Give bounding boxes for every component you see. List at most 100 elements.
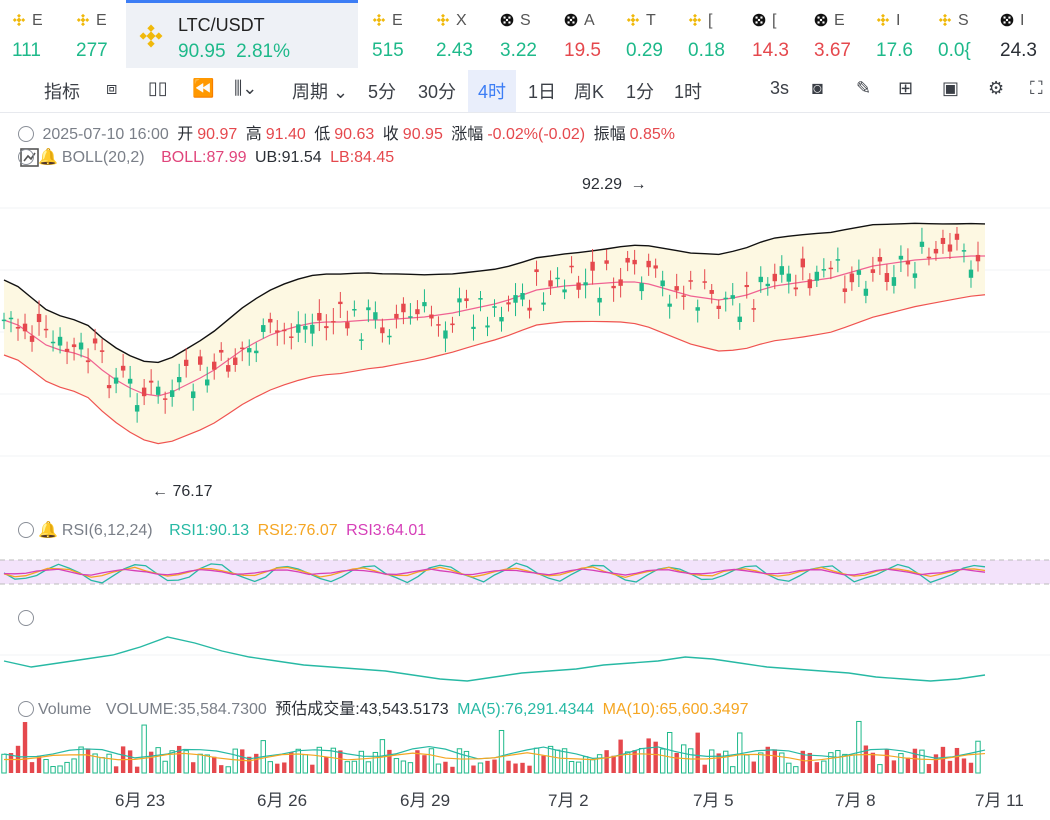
ticker-7[interactable]: T 0.29 — [614, 0, 674, 68]
interval-tab-6[interactable]: 1时 — [674, 82, 703, 102]
ticker-price: 0.0{ — [938, 40, 971, 61]
close-label: 收 — [382, 126, 399, 143]
close-value: 90.95 — [402, 126, 443, 143]
x-axis-label: 6月 29 — [400, 791, 451, 810]
ticker-1[interactable]: E 277 — [64, 0, 124, 68]
settings-gear-icon[interactable]: ⚙ — [988, 78, 1005, 98]
volume-value: VOLUME:35,584.7300 — [105, 701, 267, 718]
rsi-chart[interactable] — [0, 540, 1050, 600]
rewind-icon[interactable]: ⏪ — [192, 78, 215, 98]
open-label: 开 — [177, 126, 194, 143]
rsi2-value: RSI2:76.07 — [257, 522, 338, 539]
ticker-5[interactable]: S 3.22 — [488, 0, 550, 68]
ticker-price: 515 — [372, 40, 404, 61]
pixel-coin-icon — [500, 13, 514, 27]
indicators-button[interactable]: 指标 — [44, 82, 80, 102]
volume-name: Volume — [38, 701, 92, 718]
ticker-price: 0.18 — [688, 40, 725, 61]
oscillator-chart[interactable] — [0, 625, 1050, 690]
ticker-price: 24.3 — [1000, 40, 1037, 61]
bell-icon[interactable]: 🔔 — [38, 522, 58, 539]
ticker-10[interactable]: E 3.67 — [802, 0, 862, 68]
interval-tab-0[interactable]: 5分 — [368, 82, 397, 102]
period-dropdown[interactable]: 周期 ⌄ — [292, 82, 349, 102]
ticker-symbol: I — [1000, 12, 1024, 30]
low-annotation: ← 76.17 — [152, 483, 213, 500]
camera-icon[interactable]: ◙ — [812, 78, 823, 98]
ticker-price: 17.6 — [876, 40, 913, 61]
collapse-toggle-icon[interactable] — [18, 149, 34, 165]
low-value: 90.63 — [334, 126, 375, 143]
ticker-6[interactable]: A 19.5 — [552, 0, 612, 68]
rsi1-value: RSI1:90.13 — [169, 522, 250, 539]
x-axis-label: 6月 26 — [257, 791, 308, 810]
interval-tab-2[interactable]: 4时 — [468, 70, 517, 112]
ticker-2[interactable]: LTC/USDT 90.95 2.81% — [126, 0, 358, 68]
ticker-price: 90.95 2.81% — [178, 41, 290, 62]
candlestick-chart[interactable] — [0, 170, 1050, 510]
ticker-4[interactable]: X 2.43 — [424, 0, 486, 68]
interval-tab-4[interactable]: 周K — [574, 82, 605, 102]
bnb-icon — [626, 13, 640, 27]
collapse-toggle-icon[interactable] — [18, 126, 34, 142]
ticker-symbol: I — [876, 12, 900, 30]
interval-tab-5[interactable]: 1分 — [626, 82, 655, 102]
screenshot-icon[interactable]: ▣ — [942, 78, 960, 98]
ticker-symbol: E — [372, 12, 403, 30]
ticker-11[interactable]: I 17.6 — [864, 0, 924, 68]
ticker-12[interactable]: S 0.0{ — [926, 0, 986, 68]
bnb-icon — [372, 13, 386, 27]
open-value: 90.97 — [197, 126, 238, 143]
interval-tab-1[interactable]: 30分 — [418, 82, 457, 102]
collapse-toggle-icon[interactable] — [18, 701, 34, 717]
ticker-price: 3.67 — [814, 40, 851, 61]
amplitude-label: 振幅 — [593, 126, 626, 143]
x-axis-label: 6月 23 — [115, 791, 166, 810]
indicator-toggle[interactable] — [18, 610, 38, 628]
ticker-price: 3.22 — [500, 40, 537, 61]
boll-mid: BOLL:87.99 — [161, 149, 247, 166]
x-axis-label: 7月 5 — [693, 791, 734, 810]
bnb-icon — [688, 13, 702, 27]
change-value: -0.02%(-0.02) — [487, 126, 586, 143]
bnb-icon — [876, 13, 890, 27]
x-axis-label: 7月 2 — [548, 791, 589, 810]
add-window-icon[interactable]: ⊞ — [898, 78, 914, 98]
ticker-9[interactable]: [ 14.3 — [740, 0, 800, 68]
ticker-symbol: E — [814, 12, 845, 30]
chart-type-icon[interactable]: ⫼⌄ — [234, 78, 258, 98]
candle-style-icon[interactable]: ⧈ — [106, 78, 118, 98]
high-annotation: 92.29 → — [582, 176, 647, 193]
ticker-symbol: [ — [688, 12, 712, 30]
ticker-symbol: LTC/USDT — [178, 15, 265, 35]
ticker-8[interactable]: [ 0.18 — [676, 0, 738, 68]
chart-toolbar: 指标 ⧈ ▯▯ ⏪ ⫼⌄ 周期 ⌄ 5分 30分 4时 1日 周K 1分 1时 3s ◙ ✎… — [0, 68, 1050, 167]
boll-name: BOLL(20,2) — [61, 149, 145, 166]
collapse-toggle-icon[interactable] — [18, 522, 34, 538]
ticker-strip: E 111 E 277 LTC/USDT 90.95 2.81% E 515 X 2.… — [0, 0, 1050, 68]
ticker-13[interactable]: I 24.3 — [988, 0, 1050, 68]
ticker-price: 0.29 — [626, 40, 663, 61]
layout-icon[interactable]: ▯▯ — [148, 78, 168, 98]
ticker-price: 19.5 — [564, 40, 601, 61]
bnb-icon — [12, 13, 26, 27]
bnb-icon — [436, 13, 450, 27]
ticker-symbol: X — [436, 12, 467, 30]
volume-chart[interactable] — [0, 715, 1050, 775]
fullscreen-icon[interactable]: ⛶ — [1030, 78, 1043, 98]
refresh-rate[interactable]: 3s — [770, 78, 790, 98]
ticker-0[interactable]: E 111 — [0, 0, 62, 68]
change-label: 涨幅 — [451, 126, 484, 143]
ticker-symbol: E — [12, 12, 43, 30]
rsi-name: RSI(6,12,24) — [61, 522, 153, 539]
interval-tab-3[interactable]: 1日 — [528, 82, 557, 102]
ticker-3[interactable]: E 515 — [360, 0, 422, 68]
expand-toggle-icon[interactable] — [18, 610, 34, 626]
boll-lb: LB:84.45 — [330, 149, 395, 166]
bell-icon[interactable]: 🔔 — [38, 149, 58, 166]
draw-pen-icon[interactable]: ✎ — [856, 78, 872, 98]
ticker-symbol: [ — [752, 12, 776, 30]
ticker-price: 14.3 — [752, 40, 789, 61]
pixel-coin-icon — [564, 13, 578, 27]
